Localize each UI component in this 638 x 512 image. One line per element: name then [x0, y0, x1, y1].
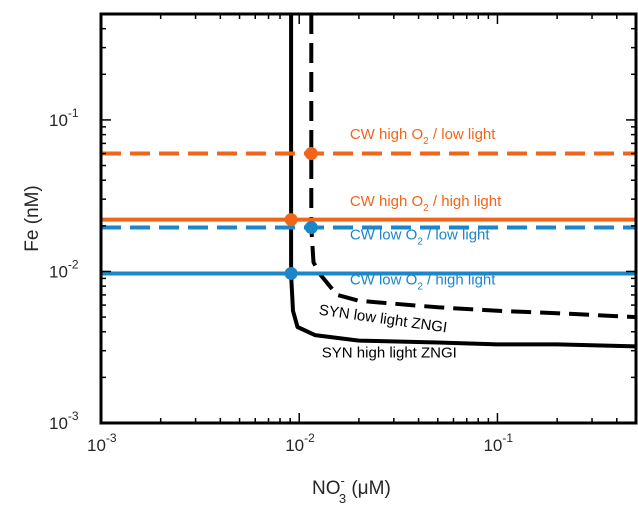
- series-line-1: [309, 14, 637, 320]
- annotation-label: CW low O2 / high light: [350, 272, 496, 293]
- tick-base: 10: [49, 111, 68, 130]
- intersection-marker: [284, 266, 298, 280]
- tick-exponent: -2: [304, 431, 315, 445]
- x-tick-label: 10-1: [483, 431, 513, 455]
- xlabel-unit: (μM): [346, 478, 391, 499]
- tick-exponent: -1: [68, 106, 79, 120]
- y-tick-label: 10-3: [49, 409, 79, 433]
- tick-label-layer: 10-3 10-2 10-110-310-210-1: [49, 106, 513, 455]
- tick-base: 10: [87, 436, 106, 455]
- annotation-subscript: 2: [417, 282, 423, 293]
- annotation-text: SYN high light ZNGI: [322, 345, 457, 362]
- x-tick-label: 10-3: [87, 431, 117, 455]
- tick-base: 10: [285, 436, 304, 455]
- tick-base: 10: [483, 436, 502, 455]
- series-line-0: [289, 14, 637, 349]
- annotation-subscript: 2: [417, 236, 423, 247]
- tick-exponent: -1: [502, 431, 513, 445]
- annotation-label: SYN high light ZNGI: [322, 345, 457, 362]
- y-axis-label: Fe (nM): [22, 185, 43, 252]
- annotation-text: CW high O: [350, 193, 423, 210]
- y-tick-label: 10-2: [49, 257, 79, 281]
- annotation-subscript: 2: [423, 203, 429, 214]
- xlabel-superscript: -: [341, 473, 345, 488]
- annotation-text: / high light: [429, 193, 502, 210]
- annotation-text: / low light: [429, 126, 497, 143]
- annotation-label: CW high O2 / high light: [350, 193, 502, 214]
- x-axis-label: NO- 3 (μM): [312, 473, 391, 506]
- annotation-text: CW high O: [350, 126, 423, 143]
- annotation-text: / low light: [423, 226, 491, 243]
- annotation-text: CW low O: [350, 226, 418, 243]
- annotation-label: CW low O2 / low light: [350, 226, 491, 247]
- y-tick-label: 10-1: [49, 106, 79, 130]
- tick-base: 10: [49, 414, 68, 433]
- x-tick-label: 10-2: [285, 431, 315, 455]
- tick-base: 10: [49, 262, 68, 281]
- intersection-marker: [304, 147, 318, 161]
- annotation-label: CW high O2 / low light: [350, 126, 496, 147]
- series-layer: [101, 14, 637, 349]
- intersection-marker: [284, 213, 298, 227]
- tick-exponent: -2: [68, 257, 79, 271]
- intersection-marker: [304, 221, 318, 235]
- axes-frame: [99, 12, 638, 425]
- tick-exponent: -3: [68, 409, 79, 423]
- annotation-text: / high light: [423, 272, 496, 289]
- axis-layer: [99, 12, 638, 425]
- xlabel-subscript: 3: [339, 491, 346, 506]
- tick-exponent: -3: [106, 431, 117, 445]
- annotation-text: CW low O: [350, 272, 418, 289]
- marker-layer: [284, 147, 318, 280]
- annotation-subscript: 2: [423, 136, 429, 147]
- xlabel-main: NO: [312, 478, 341, 499]
